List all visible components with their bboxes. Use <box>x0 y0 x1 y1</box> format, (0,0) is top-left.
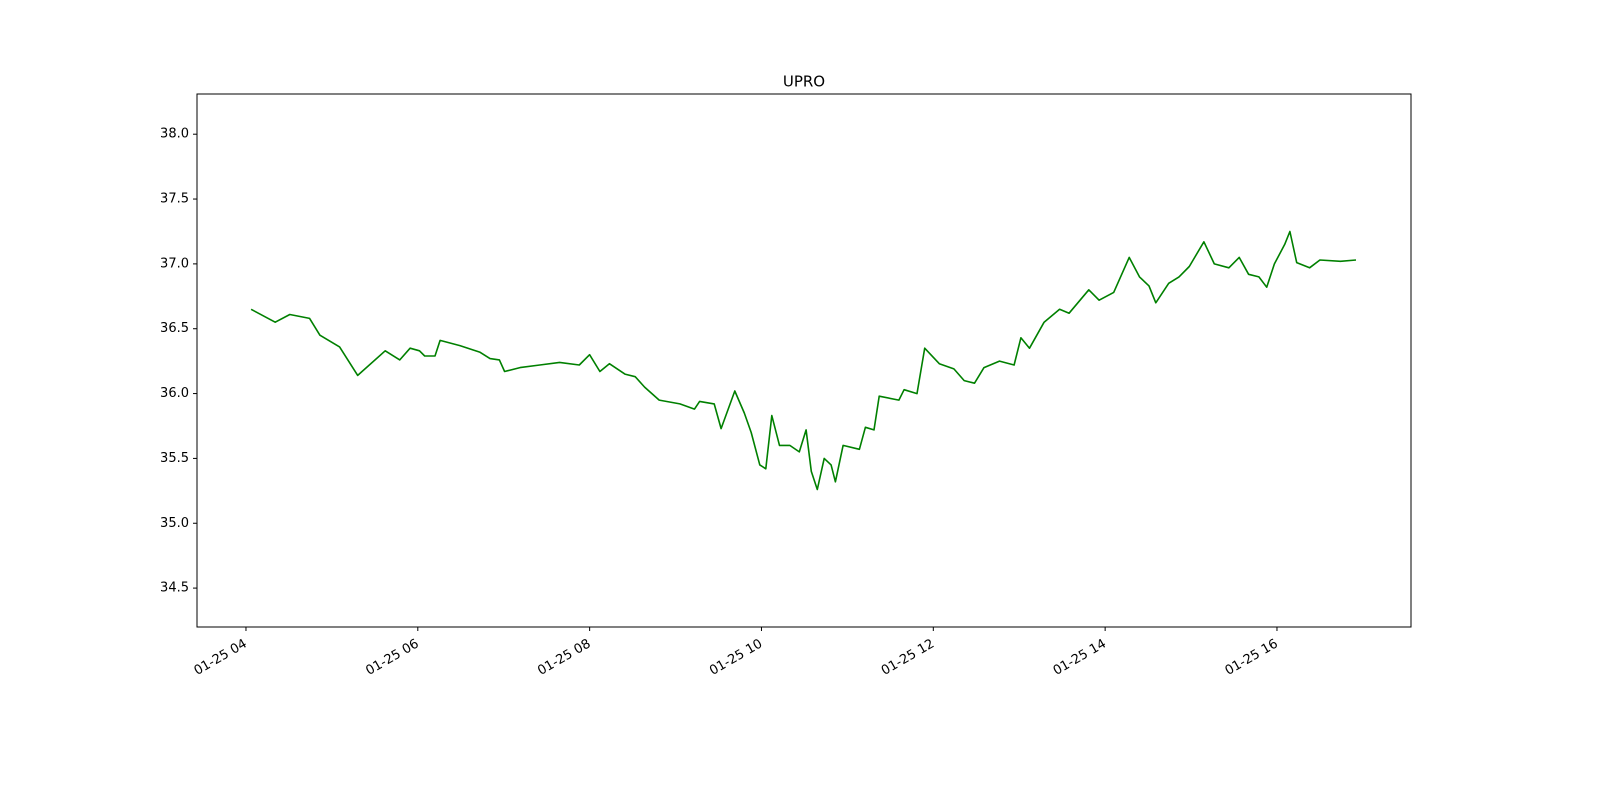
y-tick-label: 36.5 <box>160 321 189 336</box>
x-tick-label: 01-25 12 <box>879 637 937 679</box>
plot-frame <box>196 93 1412 628</box>
y-tick-label: 35.0 <box>160 516 189 531</box>
x-tick-label: 01-25 10 <box>707 637 765 679</box>
y-tick-label: 37.0 <box>160 256 189 271</box>
chart-title: UPRO <box>783 73 825 91</box>
y-tick-label: 36.0 <box>160 386 189 401</box>
y-tick-label: 37.5 <box>160 192 189 207</box>
y-tick-label: 34.5 <box>160 581 189 596</box>
y-tick-label: 35.5 <box>160 451 189 466</box>
x-tick-label: 01-25 14 <box>1051 637 1109 679</box>
line-series <box>250 230 1357 491</box>
x-tick-label: 01-25 06 <box>363 637 421 679</box>
x-tick-label: 01-25 04 <box>192 637 250 679</box>
y-tick-label: 38.0 <box>160 127 189 142</box>
x-tick-label: 01-25 16 <box>1223 637 1281 679</box>
x-tick-label: 01-25 08 <box>535 637 593 679</box>
